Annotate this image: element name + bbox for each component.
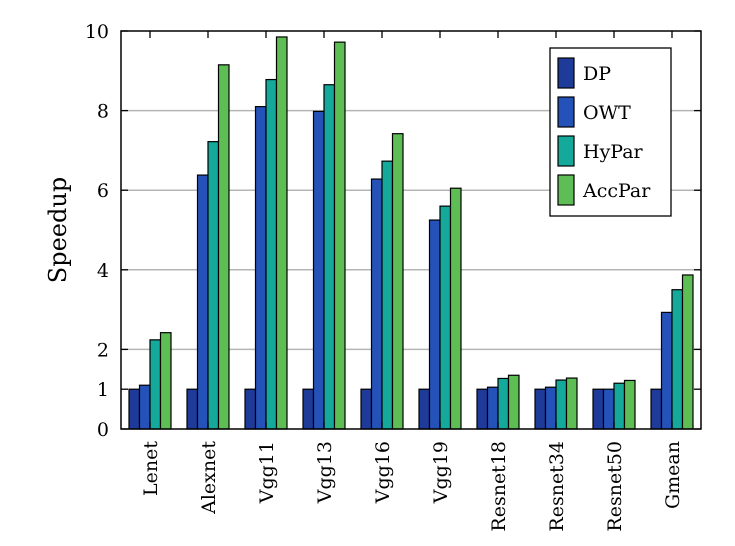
bar-owt-vgg11 <box>254 106 267 430</box>
bar-owt-vgg13 <box>312 110 325 430</box>
bar-accpar-alexnet <box>217 64 230 430</box>
y-tick-label: 4 <box>97 260 109 282</box>
y-tick-label: 8 <box>97 101 109 123</box>
bar-dp-vgg11 <box>244 388 257 430</box>
legend-label-owt: OWT <box>583 102 631 124</box>
x-category-label: Vgg16 <box>372 441 394 504</box>
legend: DP OWT HyPar AccPar <box>549 47 672 217</box>
bar-hypar-vgg16 <box>381 160 394 430</box>
bar-owt-vgg19 <box>428 219 441 430</box>
bar-accpar-vgg11 <box>275 36 288 430</box>
y-tick-label: 0 <box>97 419 109 441</box>
bar-dp-gmean <box>650 388 663 430</box>
bar-dp-vgg19 <box>418 388 431 430</box>
bar-accpar-vgg16 <box>391 133 404 430</box>
bar-dp-resnet50 <box>592 388 605 430</box>
x-category-label: Resnet34 <box>546 441 568 532</box>
bar-dp-lenet <box>128 388 141 430</box>
bar-hypar-vgg11 <box>265 78 278 430</box>
x-category-label: Resnet50 <box>604 441 626 532</box>
y-tick-label: 10 <box>85 21 109 43</box>
bar-owt-resnet34 <box>544 386 557 430</box>
legend-swatch-owt <box>557 96 575 128</box>
bar-accpar-resnet34 <box>565 377 578 430</box>
bar-owt-resnet50 <box>602 388 615 430</box>
bar-accpar-resnet18 <box>507 374 520 430</box>
legend-label-dp: DP <box>583 63 611 85</box>
bar-hypar-lenet <box>149 339 162 430</box>
bar-hypar-gmean <box>671 289 684 430</box>
y-tick-label: 6 <box>97 180 109 202</box>
x-category-label: Vgg11 <box>256 441 278 504</box>
y-tick-label: 1 <box>97 379 109 401</box>
bar-hypar-resnet18 <box>497 377 510 430</box>
bar-dp-vgg16 <box>360 388 373 430</box>
legend-label-hypar: HyPar <box>583 141 644 163</box>
bar-dp-vgg13 <box>302 388 315 430</box>
bar-hypar-vgg13 <box>323 84 336 430</box>
bar-accpar-gmean <box>681 274 694 430</box>
bar-accpar-vgg19 <box>449 187 462 430</box>
x-category-label: Gmean <box>662 441 684 509</box>
plot-frame <box>120 30 702 430</box>
bar-hypar-resnet34 <box>555 379 568 430</box>
bar-hypar-vgg19 <box>439 205 452 430</box>
x-category-label: Resnet18 <box>488 441 510 532</box>
bar-owt-vgg16 <box>370 178 383 430</box>
x-category-label: Alexnet <box>198 441 220 515</box>
y-axis-title: Speedup <box>44 177 72 283</box>
bar-accpar-vgg13 <box>333 41 346 430</box>
y-axis-ticks: 0 1 2 4 6 8 10 <box>85 21 701 441</box>
bar-hypar-resnet50 <box>613 382 626 430</box>
x-category-label: Vgg13 <box>314 441 336 504</box>
legend-swatch-dp <box>557 57 575 89</box>
bar-hypar-alexnet <box>207 141 220 430</box>
bar-owt-lenet <box>138 384 151 430</box>
bar-owt-resnet18 <box>486 386 499 430</box>
bar-dp-resnet34 <box>534 388 547 430</box>
bar-accpar-lenet <box>159 332 172 430</box>
x-category-label: Lenet <box>140 441 162 496</box>
x-category-label: Vgg19 <box>430 441 452 504</box>
legend-swatch-accpar <box>557 174 575 206</box>
bar-dp-resnet18 <box>476 388 489 430</box>
legend-label-accpar: AccPar <box>582 180 651 202</box>
bar-owt-gmean <box>660 311 673 430</box>
legend-swatch-hypar <box>557 135 575 167</box>
x-axis-ticks: Lenet Alexnet Vgg11 Vgg13 Vgg16 Vgg19 Resnet18… <box>140 31 684 532</box>
bar-accpar-resnet50 <box>623 379 636 430</box>
bar-owt-alexnet <box>196 174 209 430</box>
y-tick-label: 2 <box>97 339 109 361</box>
bar-dp-alexnet <box>186 388 199 430</box>
